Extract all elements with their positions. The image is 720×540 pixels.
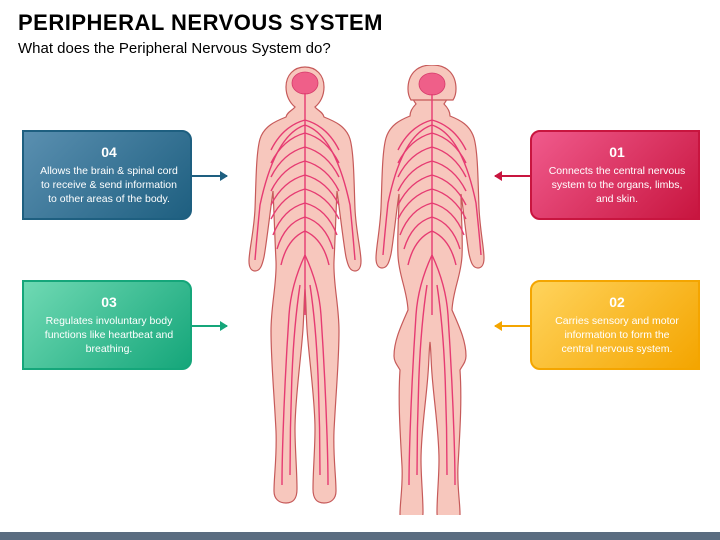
callout-arrow-02	[495, 325, 530, 327]
callout-04: 04 Allows the brain & spinal cord to rece…	[22, 130, 192, 220]
callout-text: Allows the brain & spinal cord to receiv…	[40, 164, 178, 207]
callout-arrow-03	[192, 325, 227, 327]
callout-02: 02 Carries sensory and motor information …	[530, 280, 700, 370]
callout-arrow-04	[192, 175, 227, 177]
page-subtitle: What does the Peripheral Nervous System …	[18, 40, 331, 57]
callout-number: 01	[548, 144, 686, 160]
figure-female	[375, 65, 490, 520]
page-title: PERIPHERAL NERVOUS SYSTEM	[18, 10, 383, 36]
bottom-bar	[0, 532, 720, 540]
callout-arrow-01	[495, 175, 530, 177]
callout-number: 03	[40, 294, 178, 310]
callout-text: Regulates involuntary body functions lik…	[40, 314, 178, 357]
callout-number: 04	[40, 144, 178, 160]
figure-male	[248, 65, 363, 520]
callout-text: Connects the central nervous system to t…	[548, 164, 686, 207]
callout-text: Carries sensory and motor information to…	[548, 314, 686, 357]
callout-01: 01 Connects the central nervous system to…	[530, 130, 700, 220]
callout-03: 03 Regulates involuntary body functions l…	[22, 280, 192, 370]
slide: PERIPHERAL NERVOUS SYSTEM What does the …	[0, 0, 720, 540]
callout-number: 02	[548, 294, 686, 310]
